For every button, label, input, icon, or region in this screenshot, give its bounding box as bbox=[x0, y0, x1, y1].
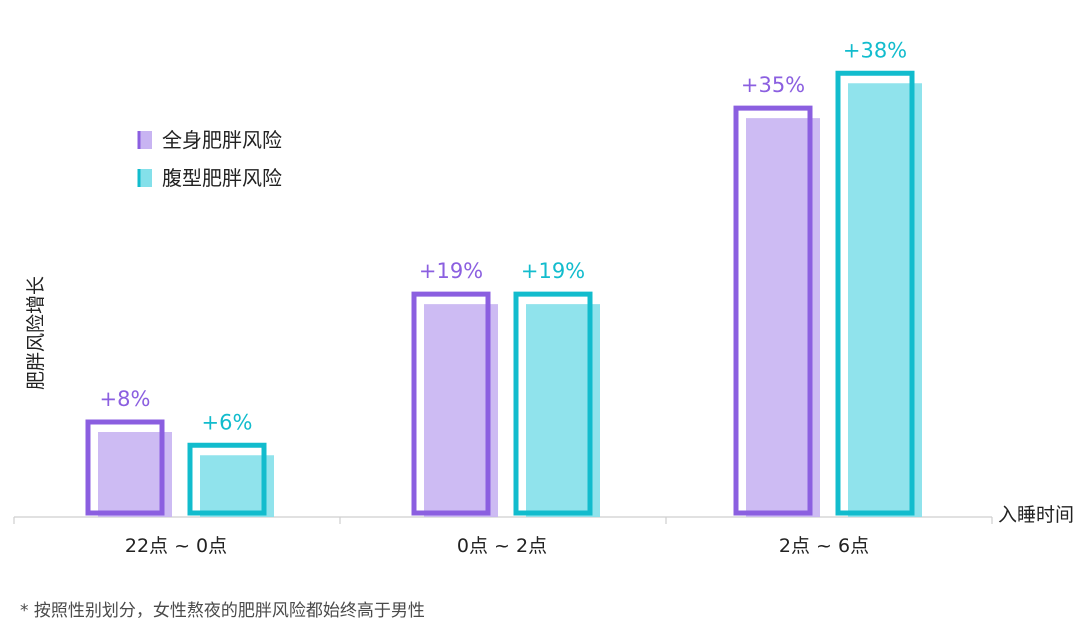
data-label-whole-body: +35% bbox=[741, 73, 805, 97]
bar-outline-abdominal bbox=[187, 442, 267, 516]
legend-label: 全身肥胖风险 bbox=[162, 128, 282, 152]
bar-outline-abdominal bbox=[835, 70, 915, 516]
data-label-abdominal: +19% bbox=[521, 259, 585, 283]
data-label-whole-body: +8% bbox=[100, 387, 151, 411]
footnote: * 按照性别划分，女性熬夜的肥胖风险都始终高于男性 bbox=[20, 601, 425, 621]
data-label-whole-body: +19% bbox=[419, 259, 483, 283]
bar-outline-abdominal bbox=[513, 291, 593, 516]
x-tick-label: 0点 ~ 2点 bbox=[457, 535, 547, 557]
x-axis-label: 入睡时间 bbox=[998, 504, 1074, 526]
data-label-abdominal: +6% bbox=[202, 410, 253, 434]
x-tick-label: 22点 ~ 0点 bbox=[125, 535, 227, 557]
data-label-abdominal: +38% bbox=[843, 38, 907, 62]
bar-outline-whole-body bbox=[411, 291, 491, 516]
legend-swatch bbox=[138, 131, 152, 149]
legend-swatch bbox=[138, 169, 152, 187]
x-tick-label: 2点 ~ 6点 bbox=[779, 535, 869, 557]
bar-outline-whole-body bbox=[733, 105, 813, 516]
y-axis-label: 肥胖风险增长 bbox=[25, 276, 47, 390]
bar-outline-whole-body bbox=[85, 419, 165, 516]
legend-label: 腹型肥胖风险 bbox=[162, 166, 282, 190]
